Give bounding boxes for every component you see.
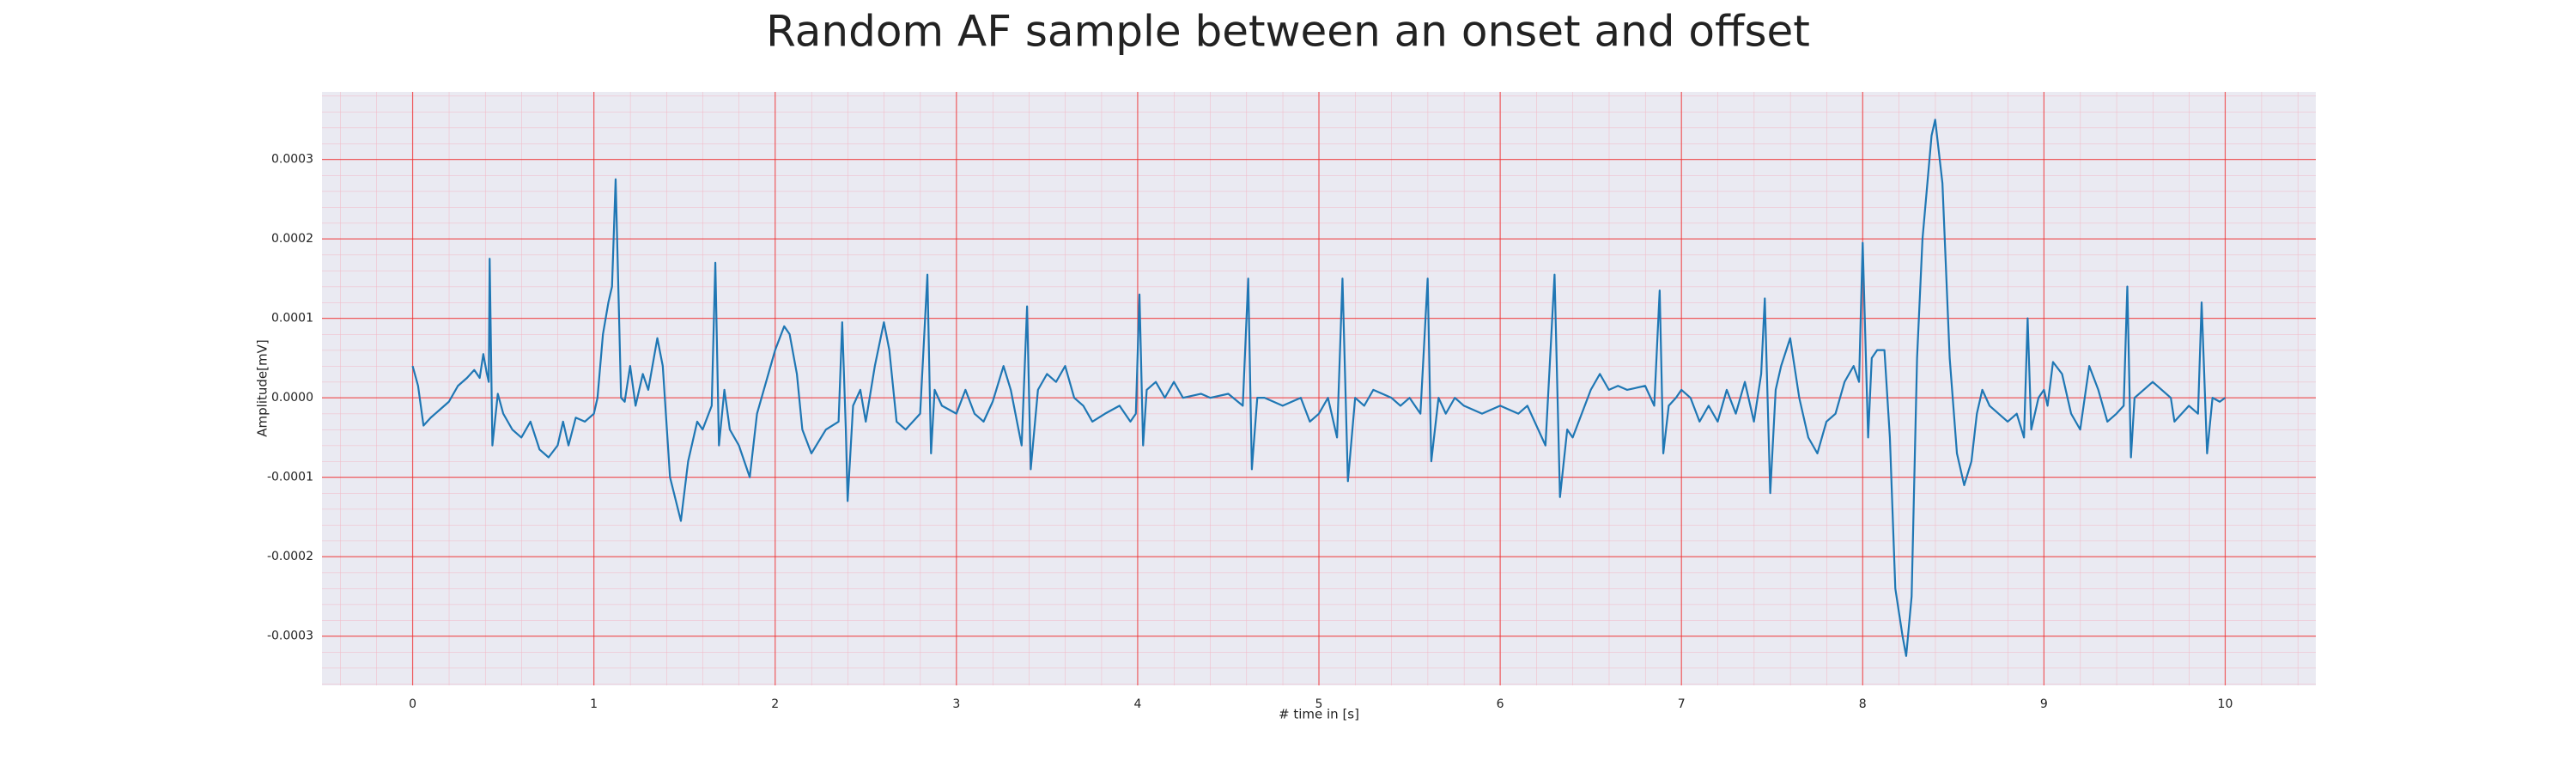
x-tick-label: 8 xyxy=(1859,697,1867,711)
x-tick-label: 4 xyxy=(1133,697,1141,711)
x-axis-label: # time in [s] xyxy=(1279,707,1359,722)
x-tick-label: 7 xyxy=(1678,697,1686,711)
x-tick-label: 3 xyxy=(952,697,960,711)
chart-title: Random AF sample between an onset and of… xyxy=(766,7,1810,57)
x-tick-label: 0 xyxy=(409,697,416,711)
y-tick-label: -0.0002 xyxy=(267,550,313,563)
x-tick-label: 9 xyxy=(2040,697,2048,711)
x-tick-label: 5 xyxy=(1315,697,1323,711)
x-tick-label: 10 xyxy=(2218,697,2233,711)
y-tick-label: 0.0001 xyxy=(271,312,313,326)
x-tick-label: 2 xyxy=(771,697,779,711)
signal-line xyxy=(411,119,2227,657)
x-tick-label: 1 xyxy=(590,697,598,711)
y-tick-label: 0.0002 xyxy=(271,232,313,246)
y-tick-label: -0.0001 xyxy=(267,471,313,484)
x-tick-label: 6 xyxy=(1497,697,1504,711)
y-tick-label: -0.0003 xyxy=(267,630,313,643)
y-axis-label: Amplitude[mV] xyxy=(255,339,270,436)
y-tick-label: 0.0003 xyxy=(271,153,313,167)
y-tick-label: 0.0000 xyxy=(271,391,313,405)
